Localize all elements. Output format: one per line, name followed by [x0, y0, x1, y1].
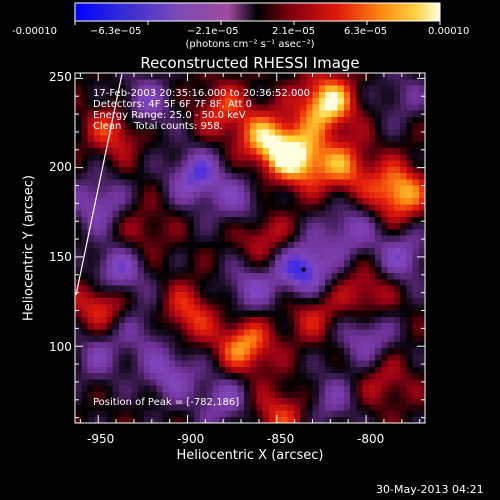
annotation-time-range: 17-Feb-2003 20:35:16.000 to 20:36:52.000: [93, 88, 311, 99]
chart-title: Reconstructed RHESSI Image: [140, 54, 360, 72]
colorbar: [74, 2, 441, 22]
x-tick-label: -800: [357, 432, 385, 446]
x-axis-label: Heliocentric X (arcsec): [176, 448, 324, 463]
colorbar-ticks: [74, 21, 441, 25]
colorbar-tick-label: 0.00010: [428, 26, 470, 37]
colorbar-tick-labels: -0.00010 −6.3e−05 −2.1e−05 2.1e−05 6.3e−…: [0, 27, 500, 39]
colorbar-svg: [74, 2, 441, 25]
footer-date: 30-May-2013 04:21: [376, 483, 484, 496]
plot-frame: [74, 72, 426, 424]
solar-limb-line: [75, 73, 123, 296]
y-axis-label: Heliocentric Y (arcsec): [21, 175, 37, 321]
y-tick-label: 250: [49, 70, 72, 84]
annotation-energy-range: Energy Range: 25.0 - 50.0 keV: [93, 110, 246, 121]
x-tick-label: -850: [267, 432, 295, 446]
colorbar-tick-label: 6.3e−05: [344, 26, 388, 37]
annotation-peak-position: Position of Peak = [-782,186]: [93, 397, 240, 408]
colorbar-tick-label: −2.1e−05: [187, 26, 239, 37]
y-tick-label: 100: [49, 340, 72, 354]
x-tick-label: -900: [177, 432, 205, 446]
annotation-clean-counts: Clean Total counts: 958.: [93, 121, 223, 132]
colorbar-tick-label: −6.3e−05: [90, 26, 142, 37]
x-tick-label: -950: [87, 432, 115, 446]
marked-point: [301, 267, 306, 272]
colorbar-tick-label: 2.1e−05: [272, 26, 316, 37]
colorbar-unit-label: (photons cm⁻² s⁻¹ asec⁻²): [185, 39, 315, 50]
heatmap-image: [75, 73, 425, 423]
y-tick-label: 200: [49, 160, 72, 174]
colorbar-tick-label: -0.00010: [12, 26, 57, 37]
y-tick-label: 150: [49, 250, 72, 264]
annotation-detectors: Detectors: 4F 5F 6F 7F 8F, Att 0: [93, 99, 253, 110]
